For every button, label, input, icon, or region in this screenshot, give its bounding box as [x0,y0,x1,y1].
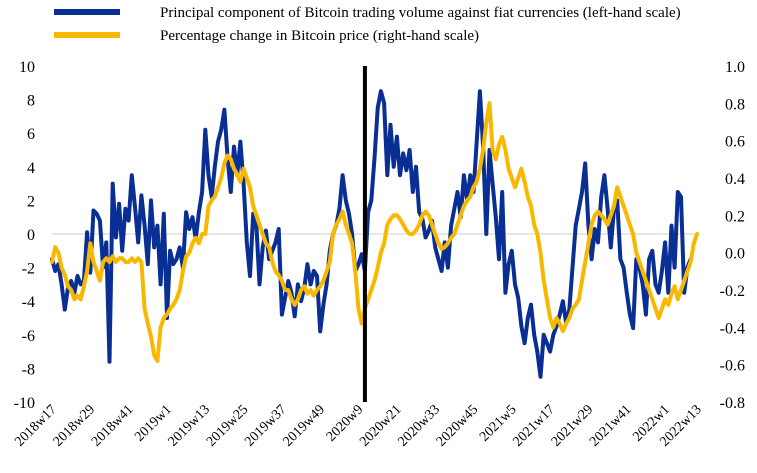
x-tick-label: 2021w17 [510,402,557,449]
left-y-tick-label: 8 [27,93,35,110]
left-y-tick-label: -10 [14,395,35,412]
series-lines [50,89,699,379]
x-tick-label: 2020w21 [357,402,404,449]
left-y-tick-label: -8 [22,361,35,378]
series-line-volume [50,89,693,379]
legend-label-volume: Principal component of Bitcoin trading v… [160,5,681,21]
right-y-tick-label: -0.6 [720,358,745,375]
x-tick-label: 2019w37 [242,402,289,449]
left-y-tick-label: -2 [22,261,35,278]
right-y-tick-label: 1.0 [725,59,745,76]
x-tick-label: 2019w25 [204,402,251,449]
right-y-tick-label: 0.6 [725,134,745,151]
left-y-tick-label: 0 [27,227,35,244]
x-axis: 2018w172018w292018w412019w12019w132019w2… [12,402,704,449]
right-y-tick-label: -0.8 [720,395,745,412]
legend: Principal component of Bitcoin trading v… [54,5,681,44]
left-y-tick-label: -6 [22,328,35,345]
x-tick-label: 2018w29 [51,402,98,449]
series-line-price [50,101,699,363]
right-y-tick-label: 0.8 [725,96,745,113]
right-y-axis: -0.8 -0.6 -0.4 -0.2 0.0 0.2 0.4 0.6 0.8 1.0 [720,59,745,412]
legend-label-price: Percentage change in Bitcoin price (righ… [160,28,479,44]
x-tick-label: 2021w29 [549,402,596,449]
x-tick-label: 2021w41 [587,402,634,449]
left-y-axis: -10 -8 -6 -4 -2 0 2 4 6 8 10 [14,59,35,412]
x-tick-label: 2020w33 [396,402,443,449]
left-y-tick-label: 2 [27,193,35,210]
x-tick-label: 2019w13 [166,402,213,449]
left-y-tick-label: -4 [22,294,35,311]
right-y-tick-label: 0.2 [725,208,745,225]
left-y-tick-label: 4 [27,160,35,177]
right-y-tick-label: 0.0 [725,246,745,263]
x-tick-label: 2018w41 [89,402,136,449]
left-y-tick-label: 6 [27,126,35,143]
right-y-tick-label: 0.4 [725,171,745,188]
x-tick-label: 2020w45 [434,402,481,449]
x-tick-label: 2019w49 [281,402,328,449]
right-y-tick-label: -0.2 [720,283,745,300]
right-y-tick-label: -0.4 [720,320,745,337]
left-y-tick-label: 10 [19,59,35,76]
